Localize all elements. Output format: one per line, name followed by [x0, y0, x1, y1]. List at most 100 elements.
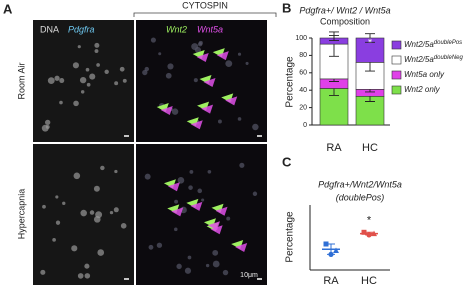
cell: [89, 73, 96, 80]
legend-label: Wnt2/5adoubleNeg: [404, 55, 463, 65]
cell: [194, 46, 202, 54]
cell: [79, 76, 87, 84]
cell: [62, 201, 66, 205]
legend-text: Wnt5a only: [404, 70, 445, 79]
arrow: [235, 243, 248, 253]
cell: [54, 75, 60, 81]
cell: [217, 119, 222, 124]
cell: [114, 81, 119, 86]
stain-label: DNA: [40, 24, 59, 34]
cell: [188, 185, 193, 190]
micrographs: [33, 20, 267, 285]
legend-swatch: [391, 85, 402, 95]
annotation: *: [367, 215, 372, 227]
cell: [73, 100, 79, 107]
row-label: Hypercapnia: [16, 189, 26, 240]
y-tick-label: 40: [299, 87, 307, 94]
cell: [237, 52, 242, 56]
bracket: [133, 12, 277, 17]
arrow: [207, 221, 220, 231]
panel-label: B: [282, 0, 291, 15]
x-tick-label: HC: [361, 275, 377, 287]
cell: [71, 245, 78, 252]
image: [136, 144, 267, 285]
cell: [95, 211, 103, 219]
point: [323, 241, 329, 247]
cell: [44, 119, 51, 126]
error-bar: [329, 34, 339, 42]
arrow: [190, 120, 203, 130]
legend-text: Wnt2/5a: [404, 55, 434, 64]
arrow: [171, 207, 184, 217]
cell: [165, 72, 172, 79]
error-bar: [365, 33, 375, 43]
cell: [89, 210, 95, 215]
x-tick-label: HC: [362, 142, 378, 154]
cell: [189, 169, 194, 174]
chart-title: Pdgfra+/ Wnt2 / Wnt5a: [299, 5, 390, 15]
cell: [176, 263, 182, 270]
error-bar: [365, 231, 373, 236]
x-tick-label: RA: [326, 142, 342, 154]
cell: [109, 210, 114, 215]
legend-text: Wnt2/5a: [404, 40, 434, 49]
cell: [150, 37, 156, 43]
cell: [73, 172, 81, 180]
cell: [197, 188, 203, 194]
cell: [144, 173, 151, 180]
legend-swatch: [391, 40, 402, 50]
stain-label: Pdgfra: [68, 24, 95, 34]
cell: [171, 108, 179, 115]
chart-title: (doublePos): [336, 192, 385, 202]
cell: [59, 100, 63, 105]
cell: [84, 273, 91, 279]
cell: [40, 269, 46, 275]
cell: [104, 69, 109, 74]
cell: [167, 63, 174, 70]
cell: [52, 238, 56, 242]
cell: [59, 78, 65, 84]
cell: [237, 117, 242, 121]
annotation: *: [368, 37, 373, 49]
cell: [42, 204, 46, 209]
cell: [205, 263, 210, 268]
cell: [93, 185, 100, 192]
arrow: [216, 51, 229, 61]
cell: [207, 169, 212, 174]
cell: [84, 263, 90, 269]
bar-segment: [355, 95, 385, 126]
cell: [100, 165, 105, 171]
scale-label: 10μm: [240, 272, 258, 279]
legend-sup: doubleNeg: [434, 55, 464, 61]
cell: [122, 78, 127, 83]
cell: [252, 123, 259, 131]
cell: [72, 62, 79, 69]
arrow: [160, 106, 173, 116]
arrow: [190, 201, 203, 211]
chart-title: Composition: [320, 16, 370, 26]
y-tick-label: 0: [303, 122, 307, 129]
y-tick-label: 60: [299, 70, 307, 77]
arrow: [225, 96, 238, 106]
point: [361, 229, 367, 235]
cell: [55, 220, 61, 225]
cell: [85, 67, 90, 72]
panel-label: C: [282, 154, 292, 169]
arrow: [167, 182, 180, 192]
cell: [184, 267, 192, 274]
cell: [187, 255, 192, 260]
cell: [120, 223, 127, 229]
y-axis-label: Percentage: [285, 211, 296, 263]
cell: [239, 162, 245, 168]
cell: [158, 52, 162, 56]
cell: [197, 41, 203, 47]
cell: [142, 69, 148, 76]
point: [333, 247, 339, 253]
cell: [80, 90, 85, 94]
cell: [114, 169, 118, 174]
legend-text: Wnt2 only: [404, 85, 441, 94]
arrow: [215, 206, 228, 216]
cell: [45, 124, 50, 129]
row-label: Room Air: [16, 62, 26, 99]
